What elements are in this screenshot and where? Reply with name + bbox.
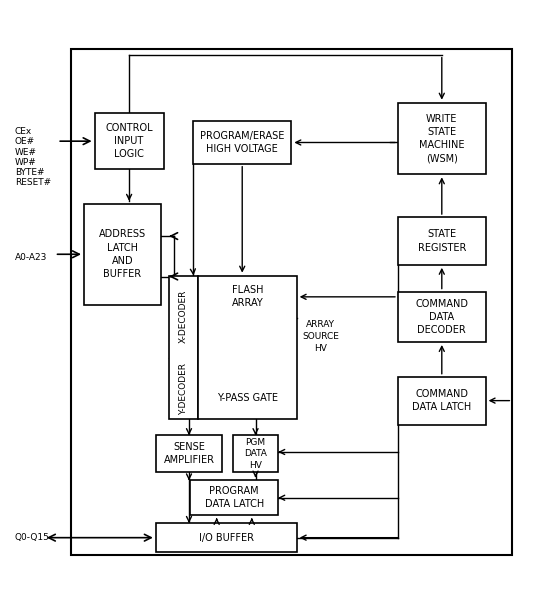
Bar (398, 292, 486, 342)
Text: RESET#: RESET# (14, 178, 51, 187)
Bar (156, 435, 222, 473)
Text: Y-DECODER: Y-DECODER (179, 362, 188, 415)
Text: COMMAND
DATA LATCH: COMMAND DATA LATCH (412, 389, 471, 412)
Bar (398, 217, 486, 265)
Bar (169, 276, 198, 419)
Text: A0-A23: A0-A23 (14, 253, 47, 262)
Text: BYTE#: BYTE# (14, 168, 44, 177)
Bar (95, 113, 164, 169)
Text: WP#: WP# (14, 158, 36, 167)
Text: WRITE
STATE
MACHINE
(WSM): WRITE STATE MACHINE (WSM) (419, 114, 464, 164)
Bar (84, 204, 161, 305)
Text: PROGRAM
DATA LATCH: PROGRAM DATA LATCH (204, 486, 264, 509)
Text: WE#: WE# (14, 147, 37, 156)
Bar (193, 121, 292, 164)
Bar (398, 377, 486, 425)
Text: STATE
REGISTER: STATE REGISTER (418, 229, 466, 253)
Text: Q0-Q15: Q0-Q15 (14, 534, 50, 543)
Text: Y-PASS GATE: Y-PASS GATE (217, 393, 278, 403)
Bar (156, 523, 297, 552)
Text: CEx: CEx (14, 128, 32, 137)
Text: CONTROL
INPUT
LOGIC: CONTROL INPUT LOGIC (105, 123, 153, 159)
Bar (190, 480, 278, 515)
Bar (71, 49, 513, 555)
Text: SENSE
AMPLIFIER: SENSE AMPLIFIER (164, 442, 215, 465)
Bar (233, 435, 278, 473)
Text: ARRAY
SOURCE
HV: ARRAY SOURCE HV (302, 320, 339, 353)
Text: ADDRESS
LATCH
AND
BUFFER: ADDRESS LATCH AND BUFFER (99, 229, 146, 279)
Text: COMMAND
DATA
DECODER: COMMAND DATA DECODER (415, 298, 468, 335)
Text: I/O BUFFER: I/O BUFFER (199, 533, 254, 543)
Text: X-DECODER: X-DECODER (179, 290, 188, 343)
Bar (198, 276, 297, 419)
Text: FLASH
ARRAY: FLASH ARRAY (232, 285, 263, 308)
Bar (398, 102, 486, 174)
Text: PROGRAM/ERASE
HIGH VOLTAGE: PROGRAM/ERASE HIGH VOLTAGE (200, 131, 285, 154)
Text: PGM
DATA
HV: PGM DATA HV (244, 437, 267, 470)
Text: OE#: OE# (14, 137, 35, 147)
